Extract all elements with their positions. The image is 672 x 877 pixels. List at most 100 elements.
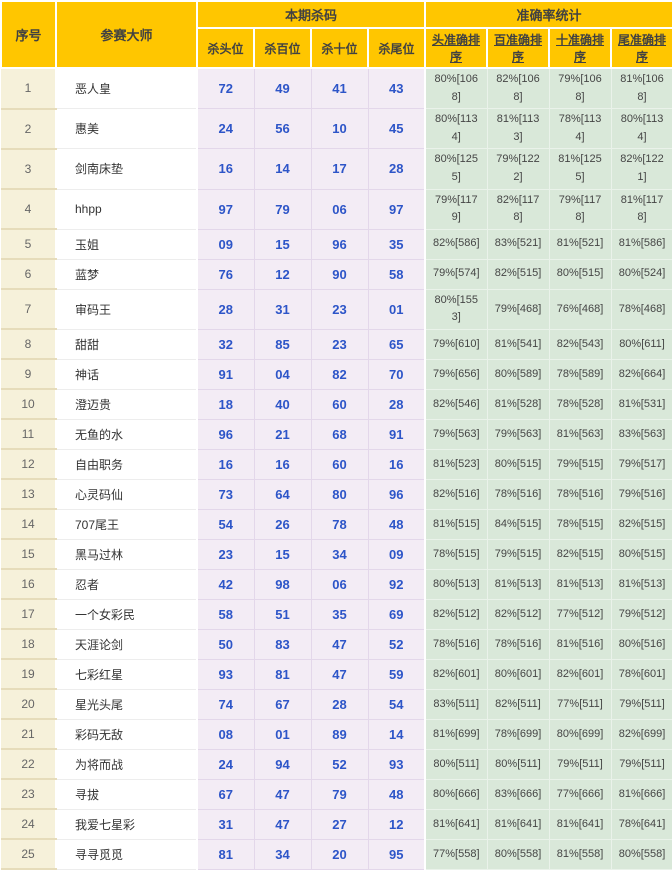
- accuracy-value: 78%[468]: [610, 288, 672, 330]
- row-number: 3: [1, 148, 57, 191]
- kill-value: 60: [310, 388, 369, 420]
- accuracy-value: 81%[558]: [548, 838, 612, 870]
- kill-value: 35: [310, 598, 369, 630]
- accuracy-value: 81%[513]: [548, 568, 612, 600]
- accuracy-value: 80%[513]: [424, 568, 488, 600]
- kill-value: 23: [310, 288, 369, 330]
- kill-col-header: 杀尾位: [366, 27, 427, 69]
- accuracy-value: 82%[601]: [548, 658, 612, 690]
- header-row-subcolumns: 杀头位 杀百位 杀十位 杀尾位 头准确排序 百准确排序 十准确排序 尾准确排序: [1, 27, 672, 69]
- accuracy-value: 79%[511]: [610, 688, 672, 720]
- master-name: 恶人皇: [56, 68, 198, 110]
- master-name: 为将而战: [56, 749, 198, 780]
- kill-value: 31: [253, 288, 312, 330]
- kill-value: 28: [196, 288, 255, 330]
- kill-value: 79: [253, 188, 312, 230]
- table-row: 16 忍者 42 98 06 92 80%[513] 81%[513] 81%[513] 81%[…: [1, 568, 672, 601]
- table-row: 9 神话 91 04 82 70 79%[656] 80%[589] 78%[589] 82%[6…: [1, 358, 672, 391]
- accuracy-value: 78%[515]: [548, 508, 612, 540]
- accuracy-sort-link[interactable]: 十准确排序: [548, 27, 613, 69]
- kill-value: 49: [253, 67, 312, 110]
- table-row: 7 审码王 28 31 23 01 80%[1553] 79%[468] 76%[468] 78%…: [1, 288, 672, 331]
- kill-value: 70: [367, 358, 427, 390]
- kill-value: 59: [367, 658, 427, 690]
- row-number: 10: [1, 389, 57, 421]
- accuracy-value: 81%[1133]: [486, 108, 550, 150]
- accuracy-value: 84%[515]: [486, 508, 550, 540]
- kill-value: 20: [310, 838, 369, 870]
- accuracy-value: 79%[656]: [424, 358, 488, 390]
- accuracy-value: 76%[468]: [548, 288, 612, 330]
- kill-value: 14: [367, 718, 427, 750]
- kill-value: 81: [253, 658, 312, 690]
- accuracy-value: 82%[586]: [424, 228, 488, 260]
- kill-value: 40: [253, 388, 312, 420]
- kill-value: 12: [367, 808, 427, 840]
- kill-value: 34: [310, 538, 369, 570]
- accuracy-value: 80%[558]: [486, 838, 550, 870]
- accuracy-value: 81%[521]: [548, 228, 612, 260]
- kill-value: 85: [253, 328, 312, 360]
- kill-value: 96: [196, 418, 255, 450]
- kill-value: 65: [367, 328, 427, 360]
- kill-value: 92: [367, 568, 427, 600]
- kill-value: 67: [196, 778, 255, 810]
- master-name: 剑南床垫: [56, 148, 198, 190]
- master-name: 甜甜: [56, 329, 198, 360]
- row-number: 23: [1, 779, 57, 811]
- kill-value: 58: [367, 258, 427, 290]
- accuracy-value: 81%[641]: [424, 808, 488, 840]
- master-name: 审码王: [56, 289, 198, 330]
- accuracy-value: 79%[574]: [424, 258, 488, 290]
- accuracy-sort-link[interactable]: 头准确排序: [424, 27, 489, 69]
- kill-value: 91: [367, 418, 427, 450]
- accuracy-value: 79%[515]: [486, 538, 550, 570]
- table-row: 20 星光头尾 74 67 28 54 83%[511] 82%[511] 77%[511] 79…: [1, 688, 672, 721]
- accuracy-value: 83%[666]: [486, 778, 550, 810]
- accuracy-value: 80%[516]: [610, 628, 672, 660]
- accuracy-value: 78%[516]: [424, 628, 488, 660]
- kill-value: 47: [253, 778, 312, 810]
- master-name: 澄迈贵: [56, 389, 198, 420]
- accuracy-value: 80%[511]: [424, 748, 488, 780]
- accuracy-value: 79%[1222]: [486, 148, 550, 190]
- kill-value: 96: [310, 228, 369, 260]
- row-number: 17: [1, 599, 57, 631]
- accuracy-value: 82%[1178]: [486, 188, 550, 230]
- table-row: 25 寻寻觅觅 81 34 20 95 77%[558] 80%[558] 81%[558] 80…: [1, 838, 672, 871]
- accuracy-value: 81%[531]: [610, 388, 672, 420]
- kill-value: 56: [253, 108, 312, 150]
- kill-value: 43: [367, 67, 427, 110]
- kill-value: 21: [253, 418, 312, 450]
- accuracy-value: 79%[515]: [548, 448, 612, 480]
- kill-value: 06: [310, 568, 369, 600]
- accuracy-value: 81%[523]: [424, 448, 488, 480]
- table-row: 5 玉姐 09 15 96 35 82%[586] 83%[521] 81%[521] 81%[5…: [1, 228, 672, 261]
- accuracy-value: 82%[515]: [486, 258, 550, 290]
- kill-value: 06: [310, 188, 369, 230]
- accuracy-value: 81%[516]: [548, 628, 612, 660]
- accuracy-value: 80%[515]: [610, 538, 672, 570]
- kill-value: 94: [253, 748, 312, 780]
- table-row: 1 恶人皇 72 49 41 43 80%[1068] 82%[1068] 79%[1068] 8…: [1, 67, 672, 110]
- accuracy-value: 82%[1068]: [486, 67, 550, 110]
- accuracy-value: 82%[512]: [486, 598, 550, 630]
- kill-value: 89: [310, 718, 369, 750]
- accuracy-value: 78%[516]: [548, 478, 612, 510]
- accuracy-value: 78%[1134]: [548, 108, 612, 150]
- accuracy-sort-link[interactable]: 百准确排序: [486, 27, 551, 69]
- group-header-kill: 本期杀码: [195, 0, 427, 29]
- table-row: 18 天涯论剑 50 83 47 52 78%[516] 78%[516] 81%[516] 80…: [1, 628, 672, 661]
- kill-value: 79: [310, 778, 369, 810]
- accuracy-sort-link[interactable]: 尾准确排序: [610, 27, 672, 69]
- accuracy-value: 79%[610]: [424, 328, 488, 360]
- kill-value: 67: [253, 688, 312, 720]
- accuracy-value: 83%[563]: [610, 418, 672, 450]
- kill-value: 82: [310, 358, 369, 390]
- accuracy-value: 81%[641]: [486, 808, 550, 840]
- kill-value: 51: [253, 598, 312, 630]
- kill-value: 81: [196, 838, 255, 870]
- table-row: 19 七彩红星 93 81 47 59 82%[601] 80%[601] 82%[601] 78…: [1, 658, 672, 691]
- kill-value: 10: [310, 108, 369, 150]
- kill-value: 93: [196, 658, 255, 690]
